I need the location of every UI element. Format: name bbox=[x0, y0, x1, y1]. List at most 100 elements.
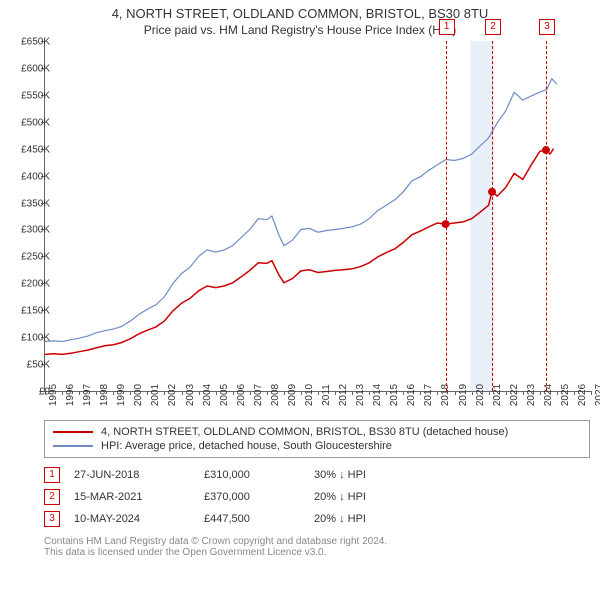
sales-table: 1 27-JUN-2018£310,00030% ↓ HPI 2 15-MAR-202… bbox=[44, 464, 590, 530]
legend-label: 4, NORTH STREET, OLDLAND COMMON, BRISTOL… bbox=[101, 426, 508, 438]
x-axis-label: 2025 bbox=[560, 384, 571, 406]
x-axis-label: 2008 bbox=[270, 384, 281, 406]
sales-row: 1 27-JUN-2018£310,00030% ↓ HPI bbox=[44, 464, 590, 486]
sale-marker-line bbox=[546, 41, 547, 391]
sales-row-marker: 1 bbox=[44, 467, 60, 483]
x-tick bbox=[489, 391, 490, 395]
y-axis-label: £200K bbox=[10, 279, 50, 290]
footer-text: Contains HM Land Registry data © Crown c… bbox=[44, 536, 590, 558]
legend-label: HPI: Average price, detached house, Sout… bbox=[101, 440, 392, 452]
x-tick bbox=[591, 391, 592, 395]
x-tick bbox=[79, 391, 80, 395]
x-tick bbox=[540, 391, 541, 395]
x-tick bbox=[147, 391, 148, 395]
x-tick bbox=[130, 391, 131, 395]
y-axis-label: £550K bbox=[10, 90, 50, 101]
x-axis-label: 2005 bbox=[219, 384, 230, 406]
x-axis-label: 2007 bbox=[253, 384, 264, 406]
x-tick bbox=[523, 391, 524, 395]
y-axis-label: £300K bbox=[10, 225, 50, 236]
sales-row: 3 10-MAY-2024£447,50020% ↓ HPI bbox=[44, 508, 590, 530]
y-axis-label: £650K bbox=[10, 37, 50, 48]
x-tick bbox=[216, 391, 217, 395]
x-tick bbox=[574, 391, 575, 395]
y-axis-label: £600K bbox=[10, 63, 50, 74]
sales-row-date: 27-JUN-2018 bbox=[74, 469, 204, 481]
sales-row-price: £447,500 bbox=[204, 513, 314, 525]
x-axis-label: 1999 bbox=[116, 384, 127, 406]
sales-row-date: 10-MAY-2024 bbox=[74, 513, 204, 525]
x-tick bbox=[335, 391, 336, 395]
x-tick bbox=[199, 391, 200, 395]
sales-row-diff: 20% ↓ HPI bbox=[314, 513, 434, 525]
legend-row: HPI: Average price, detached house, Sout… bbox=[53, 439, 581, 453]
x-tick bbox=[62, 391, 63, 395]
x-tick bbox=[455, 391, 456, 395]
x-tick bbox=[113, 391, 114, 395]
x-tick bbox=[506, 391, 507, 395]
footer-line-1: Contains HM Land Registry data © Crown c… bbox=[44, 536, 590, 547]
x-axis-label: 2015 bbox=[389, 384, 400, 406]
series-HPI bbox=[45, 79, 557, 342]
x-axis-label: 2023 bbox=[526, 384, 537, 406]
y-axis-label: £400K bbox=[10, 171, 50, 182]
x-axis-label: 2026 bbox=[577, 384, 588, 406]
x-tick bbox=[250, 391, 251, 395]
chart-title: 4, NORTH STREET, OLDLAND COMMON, BRISTOL… bbox=[0, 0, 600, 21]
sale-marker-line bbox=[492, 41, 493, 391]
x-axis-label: 2009 bbox=[287, 384, 298, 406]
y-axis-label: £250K bbox=[10, 252, 50, 263]
sale-marker-box: 3 bbox=[539, 19, 555, 35]
x-axis-label: 2016 bbox=[406, 384, 417, 406]
sales-row-marker: 2 bbox=[44, 489, 60, 505]
chart-svg bbox=[45, 41, 591, 391]
x-axis-label: 2006 bbox=[236, 384, 247, 406]
x-axis-label: 2020 bbox=[475, 384, 486, 406]
series-PricePaid bbox=[45, 149, 554, 355]
chart-subtitle: Price paid vs. HM Land Registry's House … bbox=[0, 21, 600, 41]
x-tick bbox=[267, 391, 268, 395]
x-axis-label: 2010 bbox=[304, 384, 315, 406]
x-tick bbox=[369, 391, 370, 395]
x-axis-label: 1996 bbox=[65, 384, 76, 406]
x-axis-label: 2022 bbox=[509, 384, 520, 406]
footer-line-2: This data is licensed under the Open Gov… bbox=[44, 547, 590, 558]
x-axis-label: 2001 bbox=[150, 384, 161, 406]
x-axis-label: 2021 bbox=[492, 384, 503, 406]
y-axis-label: £50K bbox=[10, 360, 50, 371]
legend-box: 4, NORTH STREET, OLDLAND COMMON, BRISTOL… bbox=[44, 420, 590, 458]
legend-swatch bbox=[53, 445, 93, 447]
x-tick bbox=[96, 391, 97, 395]
x-tick bbox=[420, 391, 421, 395]
y-axis-label: £350K bbox=[10, 198, 50, 209]
x-axis-label: 2003 bbox=[185, 384, 196, 406]
sales-row-diff: 20% ↓ HPI bbox=[314, 491, 434, 503]
sales-row-price: £310,000 bbox=[204, 469, 314, 481]
sale-marker-box: 2 bbox=[485, 19, 501, 35]
x-tick bbox=[437, 391, 438, 395]
x-tick bbox=[284, 391, 285, 395]
y-axis-label: £150K bbox=[10, 306, 50, 317]
x-axis-label: 2024 bbox=[543, 384, 554, 406]
sale-marker-box: 1 bbox=[439, 19, 455, 35]
x-axis-label: 2027 bbox=[594, 384, 600, 406]
sales-row-marker: 3 bbox=[44, 511, 60, 527]
sales-row-date: 15-MAR-2021 bbox=[74, 491, 204, 503]
y-axis-label: £500K bbox=[10, 117, 50, 128]
x-tick bbox=[233, 391, 234, 395]
x-tick bbox=[164, 391, 165, 395]
x-tick bbox=[386, 391, 387, 395]
legend-row: 4, NORTH STREET, OLDLAND COMMON, BRISTOL… bbox=[53, 425, 581, 439]
x-tick bbox=[352, 391, 353, 395]
x-axis-label: 2011 bbox=[321, 384, 332, 406]
x-tick bbox=[182, 391, 183, 395]
x-tick bbox=[318, 391, 319, 395]
y-axis-label: £0 bbox=[10, 387, 50, 398]
sales-row-diff: 30% ↓ HPI bbox=[314, 469, 434, 481]
sales-row: 2 15-MAR-2021£370,00020% ↓ HPI bbox=[44, 486, 590, 508]
x-tick bbox=[557, 391, 558, 395]
sale-marker-line bbox=[446, 41, 447, 391]
sales-row-price: £370,000 bbox=[204, 491, 314, 503]
y-axis-label: £100K bbox=[10, 333, 50, 344]
x-axis-label: 2004 bbox=[202, 384, 213, 406]
